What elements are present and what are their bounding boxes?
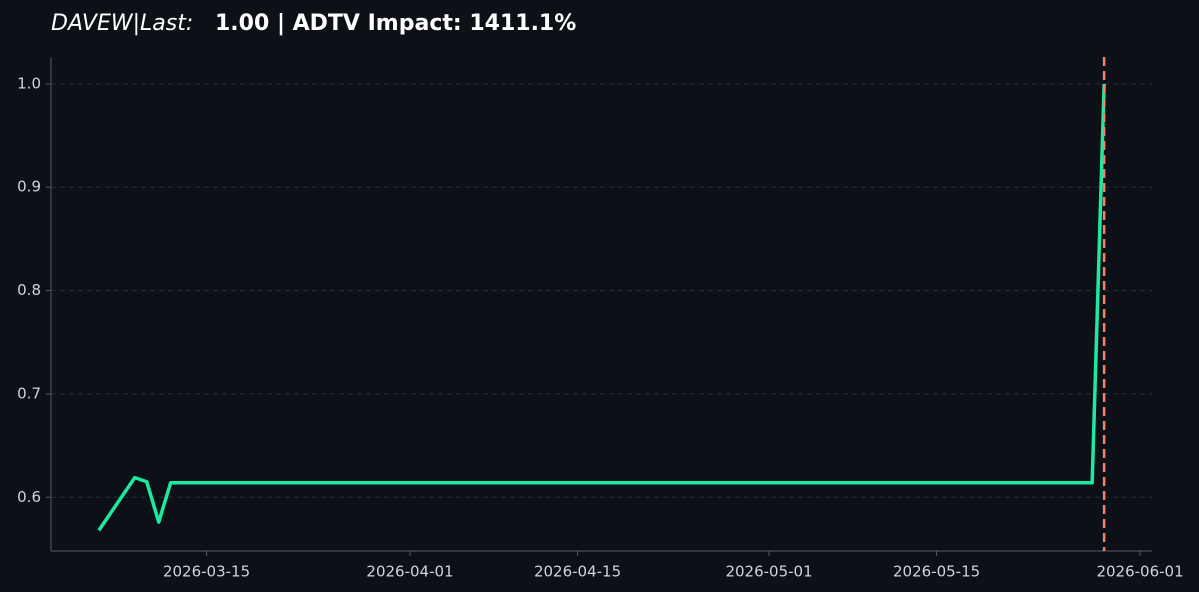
line	[97, 83, 1106, 532]
y-tick-label: 1.0	[17, 74, 41, 92]
chart-title-ticker: DAVEW|Last:	[51, 11, 193, 36]
y-tick-label: 0.7	[17, 384, 41, 402]
x-tick-label: 2026-04-15	[534, 563, 621, 581]
y-tick-label: 0.9	[17, 178, 41, 196]
x-tick-label: 2026-03-15	[163, 563, 250, 581]
y-tick-label: 0.8	[17, 281, 41, 299]
y-tick-label: 0.6	[17, 488, 41, 506]
chart-title: 1.00 | ADTV Impact: 1411.1%	[215, 11, 576, 36]
x-tick-label: 2026-05-01	[725, 563, 812, 581]
x-tick-label: 2026-04-01	[366, 563, 453, 581]
x-tick-label: 2026-05-15	[893, 563, 980, 581]
x-tick-label: 2026-06-01	[1096, 563, 1183, 581]
